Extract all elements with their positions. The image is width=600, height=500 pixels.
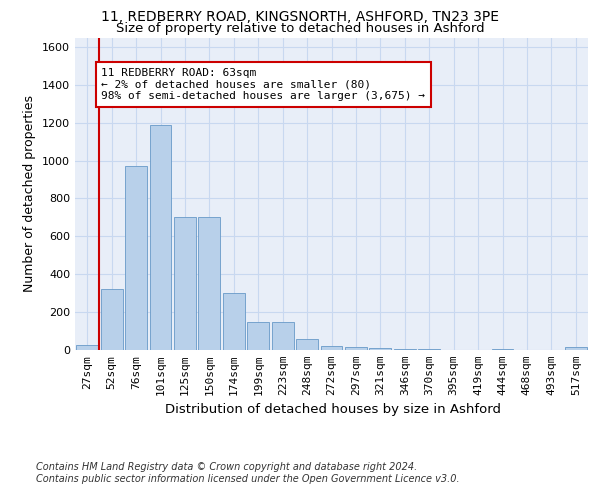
Bar xyxy=(199,218,220,350)
Bar xyxy=(76,346,98,350)
Text: 11, REDBERRY ROAD, KINGSNORTH, ASHFORD, TN23 3PE: 11, REDBERRY ROAD, KINGSNORTH, ASHFORD, … xyxy=(101,10,499,24)
Bar xyxy=(345,347,367,350)
Text: Distribution of detached houses by size in Ashford: Distribution of detached houses by size … xyxy=(165,402,501,415)
Bar xyxy=(174,218,196,350)
Bar xyxy=(320,346,343,350)
Bar xyxy=(370,348,391,350)
Bar xyxy=(247,322,269,350)
Text: Size of property relative to detached houses in Ashford: Size of property relative to detached ho… xyxy=(116,22,484,35)
Bar xyxy=(418,349,440,350)
Text: Contains HM Land Registry data © Crown copyright and database right 2024.
Contai: Contains HM Land Registry data © Crown c… xyxy=(36,462,460,484)
Bar xyxy=(125,166,147,350)
Bar xyxy=(565,347,587,350)
Bar xyxy=(101,290,122,350)
Bar xyxy=(394,349,416,350)
Bar xyxy=(272,322,293,350)
Bar xyxy=(296,338,318,350)
Bar xyxy=(149,124,172,350)
Text: 11 REDBERRY ROAD: 63sqm
← 2% of detached houses are smaller (80)
98% of semi-det: 11 REDBERRY ROAD: 63sqm ← 2% of detached… xyxy=(101,68,425,101)
Bar xyxy=(491,349,514,350)
Y-axis label: Number of detached properties: Number of detached properties xyxy=(23,95,37,292)
Bar xyxy=(223,293,245,350)
